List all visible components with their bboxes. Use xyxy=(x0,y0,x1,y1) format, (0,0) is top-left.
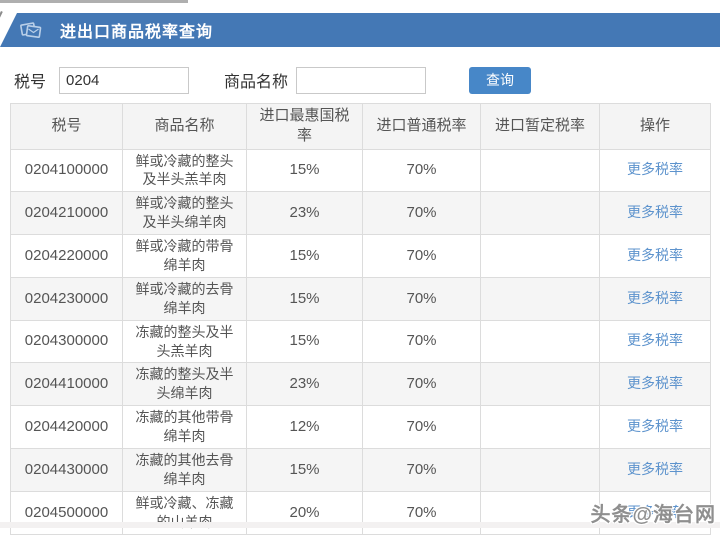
more-rates-link[interactable]: 更多税率 xyxy=(627,460,683,477)
corner-notch-decoration xyxy=(0,13,17,47)
more-rates-link[interactable]: 更多税率 xyxy=(627,375,683,392)
cell-general-rate: 70% xyxy=(362,191,481,236)
table-row: 0204430000 冻藏的其他去骨绵羊肉 15% 70% 更多税率 xyxy=(10,447,711,492)
page-title: 进出口商品税率查询 xyxy=(60,24,214,41)
search-form: 税号 商品名称 查询 xyxy=(0,60,720,100)
cell-mfn-rate: 15% xyxy=(246,276,363,321)
column-header-product-name: 商品名称 xyxy=(122,103,247,150)
tariff-results-table: 税号 商品名称 进口最惠国税率 进口普通税率 进口暂定税率 操作 0204100… xyxy=(10,103,711,535)
cell-mfn-rate: 15% xyxy=(246,234,363,278)
cell-provisional-rate xyxy=(480,148,600,193)
page-header: 进出口商品税率查询 xyxy=(0,11,720,48)
bottom-band-decoration xyxy=(0,522,720,528)
query-button[interactable]: 查询 xyxy=(469,66,532,94)
more-rates-link[interactable]: 更多税率 xyxy=(627,161,683,178)
cell-product-name: 冻藏的整头及半头羔羊肉 xyxy=(122,319,247,364)
cell-mfn-rate: 23% xyxy=(246,362,363,407)
table-row: 0204410000 冻藏的整头及半头绵羊肉 23% 70% 更多税率 xyxy=(10,362,711,407)
table-row: 0204500000 鲜或冷藏、冻藏的山羊肉 20% 70% 更多税率 xyxy=(10,490,711,535)
cell-provisional-rate xyxy=(480,191,600,236)
cell-product-name: 鲜或冷藏、冻藏的山羊肉 xyxy=(122,490,247,535)
table-row: 0204220000 鲜或冷藏的带骨绵羊肉 15% 70% 更多税率 xyxy=(10,234,711,278)
more-rates-link[interactable]: 更多税率 xyxy=(627,204,683,221)
table-header-row: 税号 商品名称 进口最惠国税率 进口普通税率 进口暂定税率 操作 xyxy=(10,103,711,150)
cell-product-name: 冻藏的整头及半头绵羊肉 xyxy=(122,362,247,407)
cell-provisional-rate xyxy=(480,319,600,364)
cell-mfn-rate: 15% xyxy=(246,319,363,364)
table-row: 0204100000 鲜或冷藏的整头及半头羔羊肉 15% 70% 更多税率 xyxy=(10,148,711,193)
cell-tax-no: 0204230000 xyxy=(10,276,123,321)
cell-general-rate: 70% xyxy=(362,362,481,407)
more-rates-link[interactable]: 更多税率 xyxy=(627,503,683,520)
table-row: 0204230000 鲜或冷藏的去骨绵羊肉 15% 70% 更多税率 xyxy=(10,276,711,321)
more-rates-link[interactable]: 更多税率 xyxy=(627,332,683,349)
cell-tax-no: 0204430000 xyxy=(10,447,123,492)
cell-general-rate: 70% xyxy=(362,447,481,492)
cell-general-rate: 70% xyxy=(362,319,481,364)
more-rates-link[interactable]: 更多税率 xyxy=(627,246,683,263)
cell-general-rate: 70% xyxy=(362,148,481,193)
cell-provisional-rate xyxy=(480,447,600,492)
cell-mfn-rate: 15% xyxy=(246,148,363,193)
cell-general-rate: 70% xyxy=(362,405,481,449)
table-body: 0204100000 鲜或冷藏的整头及半头羔羊肉 15% 70% 更多税率 02… xyxy=(10,148,711,535)
cell-provisional-rate xyxy=(480,362,600,407)
column-header-mfn-rate: 进口最惠国税率 xyxy=(246,103,363,150)
more-rates-link[interactable]: 更多税率 xyxy=(627,417,683,434)
cell-product-name: 鲜或冷藏的去骨绵羊肉 xyxy=(122,276,247,321)
tax-no-label: 税号 xyxy=(14,74,47,91)
stamp-icon xyxy=(20,22,42,39)
product-name-input[interactable] xyxy=(296,66,427,94)
column-header-provisional-rate: 进口暂定税率 xyxy=(480,103,600,150)
column-header-general-rate: 进口普通税率 xyxy=(362,103,481,150)
watermark-text: 头条@海台网 xyxy=(590,504,716,526)
column-header-actions: 操作 xyxy=(599,103,711,150)
table-row: 0204420000 冻藏的其他带骨绵羊肉 12% 70% 更多税率 xyxy=(10,405,711,449)
more-rates-link[interactable]: 更多税率 xyxy=(627,289,683,306)
cell-tax-no: 0204420000 xyxy=(10,405,123,449)
cell-tax-no: 0204410000 xyxy=(10,362,123,407)
cell-mfn-rate: 15% xyxy=(246,447,363,492)
cell-product-name: 鲜或冷藏的整头及半头羔羊肉 xyxy=(122,148,247,193)
cell-mfn-rate: 12% xyxy=(246,405,363,449)
cell-product-name: 鲜或冷藏的带骨绵羊肉 xyxy=(122,234,247,278)
column-header-tax-no: 税号 xyxy=(10,103,123,150)
cell-tax-no: 0204210000 xyxy=(10,191,123,236)
cell-product-name: 冻藏的其他带骨绵羊肉 xyxy=(122,405,247,449)
cell-tax-no: 0204300000 xyxy=(10,319,123,364)
tax-no-input[interactable] xyxy=(59,66,190,94)
product-name-label: 商品名称 xyxy=(224,74,289,91)
cell-mfn-rate: 23% xyxy=(246,191,363,236)
cell-provisional-rate xyxy=(480,234,600,278)
table-row: 0204210000 鲜或冷藏的整头及半头绵羊肉 23% 70% 更多税率 xyxy=(10,191,711,236)
cell-general-rate: 70% xyxy=(362,234,481,278)
cell-product-name: 鲜或冷藏的整头及半头绵羊肉 xyxy=(122,191,247,236)
cell-provisional-rate xyxy=(480,276,600,321)
screenshot-top-sliver xyxy=(0,0,188,3)
table-header: 税号 商品名称 进口最惠国税率 进口普通税率 进口暂定税率 操作 xyxy=(10,103,711,150)
cell-provisional-rate xyxy=(480,405,600,449)
cell-tax-no: 0204220000 xyxy=(10,234,123,278)
cell-general-rate: 70% xyxy=(362,276,481,321)
cell-tax-no: 0204100000 xyxy=(10,148,123,193)
table-row: 0204300000 冻藏的整头及半头羔羊肉 15% 70% 更多税率 xyxy=(10,319,711,364)
cell-product-name: 冻藏的其他去骨绵羊肉 xyxy=(122,447,247,492)
